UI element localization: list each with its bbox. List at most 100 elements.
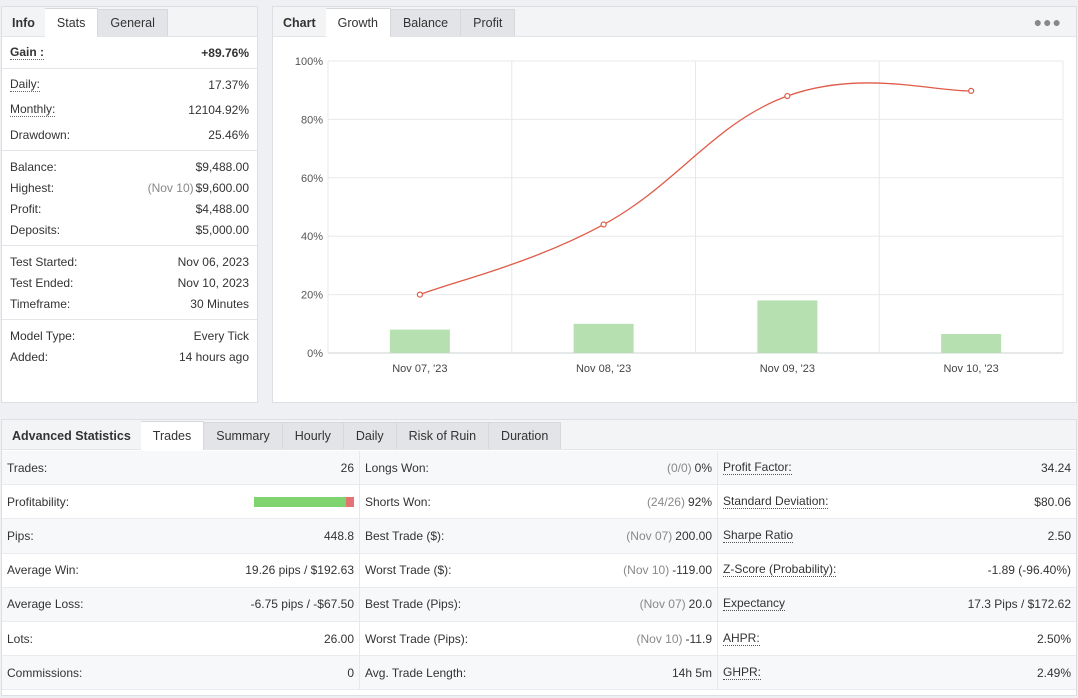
y-tick-label: 80% (301, 114, 323, 126)
more-dots-icon[interactable]: ●●● (1033, 14, 1062, 30)
profitability-bar (254, 496, 354, 507)
growth-chart: 0% 20% 40% 60% 80% 100% Nov 07, '23 Nov 08, '23… (295, 56, 1064, 375)
tab-stats[interactable]: Stats (44, 8, 99, 37)
stat-row: GHPR: 2.49% (718, 656, 1076, 691)
timeframe-row: Timeframe: 30 Minutes (2, 293, 257, 314)
tab-hourly[interactable]: Hourly (282, 422, 344, 449)
stat-row: Best Trade ($): (Nov 07) 200.00 (360, 519, 717, 554)
gain-label[interactable]: Gain : (10, 44, 45, 60)
y-tick-label: 100% (295, 56, 323, 68)
stat-label: Best Trade ($): (365, 528, 445, 543)
tab-chart[interactable]: Chart (283, 15, 316, 30)
chart-bar (941, 334, 1002, 353)
stat-row: Profit Factor: 34.24 (718, 451, 1076, 486)
test-ended-row: Test Ended: Nov 10, 2023 (2, 272, 257, 293)
chart-bar (573, 323, 634, 353)
deposits-row: Deposits: $5,000.00 (2, 219, 257, 240)
stat-value: 26.00 (323, 631, 354, 646)
stat-label[interactable]: Profit Factor: (723, 459, 792, 475)
stat-row: Profitability: (2, 485, 359, 520)
stat-row: Average Win: 19.26 pips / $192.63 (2, 554, 359, 588)
stat-label: Average Loss: (7, 597, 84, 612)
info-tabs: Info Stats General (2, 7, 257, 37)
stat-row: Longs Won: (0/0) 0% (360, 451, 717, 486)
monthly-label[interactable]: Monthly: (10, 101, 56, 117)
tab-summary[interactable]: Summary (204, 422, 283, 449)
drawdown-row: Drawdown: 25.46% (2, 124, 257, 145)
tab-trades[interactable]: Trades (140, 421, 205, 450)
chart-bar (389, 329, 450, 353)
stat-row: Expectancy 17.3 Pips / $172.62 (718, 587, 1076, 622)
stat-note: (Nov 07) (639, 597, 686, 612)
tab-risk-of-ruin[interactable]: Risk of Ruin (396, 422, 490, 449)
stat-label[interactable]: Sharpe Ratio (723, 527, 794, 543)
stat-value: 200.00 (675, 528, 712, 543)
stat-label: Worst Trade (Pips): (365, 631, 469, 646)
stat-label[interactable]: AHPR: (723, 630, 760, 646)
tab-growth[interactable]: Growth (325, 8, 391, 37)
model-type-label: Model Type: (10, 328, 76, 343)
stat-row: AHPR: 2.50% (718, 622, 1076, 657)
chart-bar (757, 300, 818, 353)
tab-daily[interactable]: Daily (343, 422, 397, 449)
stat-row: Sharpe Ratio 2.50 (718, 519, 1076, 554)
timeframe-value: 30 Minutes (190, 296, 249, 311)
stat-row: Worst Trade ($): (Nov 10) -119.00 (360, 554, 717, 588)
stat-label[interactable]: GHPR: (723, 664, 762, 680)
monthly-row: Monthly: 12104.92% (2, 95, 257, 124)
growth-point (600, 221, 607, 228)
test-ended-label: Test Ended: (10, 275, 74, 290)
model-type-row: Model Type: Every Tick (2, 325, 257, 346)
drawdown-value: 25.46% (208, 127, 249, 142)
stat-value: -11.9 (685, 631, 712, 646)
profit-row: Profit: $4,488.00 (2, 198, 257, 219)
tab-duration[interactable]: Duration (489, 422, 562, 449)
stat-label: Trades: (7, 460, 48, 475)
growth-point (416, 291, 423, 298)
gain-row: Gain : +89.76% (2, 42, 257, 63)
stat-label[interactable]: Standard Deviation: (723, 493, 829, 509)
stat-value: 26 (340, 460, 354, 475)
stat-label: Avg. Trade Length: (365, 665, 467, 680)
stat-note: (0/0) (666, 460, 692, 475)
stat-label[interactable]: Z-Score (Probability): (723, 562, 837, 578)
stat-row: Avg. Trade Length: 14h 5m (360, 656, 717, 691)
stat-label: Average Win: (7, 563, 79, 578)
stat-value: 0 (347, 665, 354, 680)
stat-value: -119.00 (672, 563, 712, 578)
added-row: Added: 14 hours ago (2, 346, 257, 367)
stat-label: Worst Trade ($): (365, 563, 452, 578)
test-started-value: Nov 06, 2023 (177, 254, 249, 269)
tab-general[interactable]: General (98, 9, 168, 36)
stat-row: Worst Trade (Pips): (Nov 10) -11.9 (360, 622, 717, 657)
monthly-value: 12104.92% (188, 102, 249, 117)
stat-label: Profitability: (7, 494, 70, 509)
chart-tabs: Chart Growth Balance Profit (273, 7, 1076, 37)
adv-tabs: Advanced Statistics Trades Summary Hourl… (2, 420, 1076, 450)
profit-label: Profit: (10, 201, 42, 216)
tab-info[interactable]: Info (12, 15, 35, 30)
stat-note: (24/26) (646, 494, 685, 509)
stats-col-3: Profit Factor: 34.24 Standard Deviation: $… (718, 451, 1076, 691)
test-started-row: Test Started: Nov 06, 2023 (2, 251, 257, 272)
gain-value: +89.76% (201, 45, 249, 60)
tab-advanced-statistics[interactable]: Advanced Statistics (12, 428, 131, 443)
tab-balance[interactable]: Balance (390, 9, 462, 36)
highest-label: Highest: (10, 180, 55, 195)
x-tick-label: Nov 08, '23 (576, 363, 631, 375)
timeframe-label: Timeframe: (10, 296, 71, 311)
stat-value: $80.06 (1034, 494, 1071, 509)
divider (2, 150, 257, 151)
stat-label[interactable]: Expectancy (723, 596, 786, 612)
profitability-loss (346, 496, 354, 507)
chart-panel: Chart Growth Balance Profit ●●● 0% 20% 40%… (272, 6, 1077, 403)
stat-label: Pips: (7, 528, 34, 543)
tab-profit[interactable]: Profit (461, 9, 516, 36)
profit-value: $4,488.00 (195, 201, 249, 216)
stat-row: Best Trade (Pips): (Nov 07) 20.0 (360, 587, 717, 622)
daily-label[interactable]: Daily: (10, 76, 41, 92)
x-tick-label: Nov 07, '23 (392, 363, 447, 375)
added-value: 14 hours ago (178, 349, 249, 364)
stat-note: (Nov 10) (636, 631, 683, 646)
stat-note: (Nov 07) (626, 528, 673, 543)
